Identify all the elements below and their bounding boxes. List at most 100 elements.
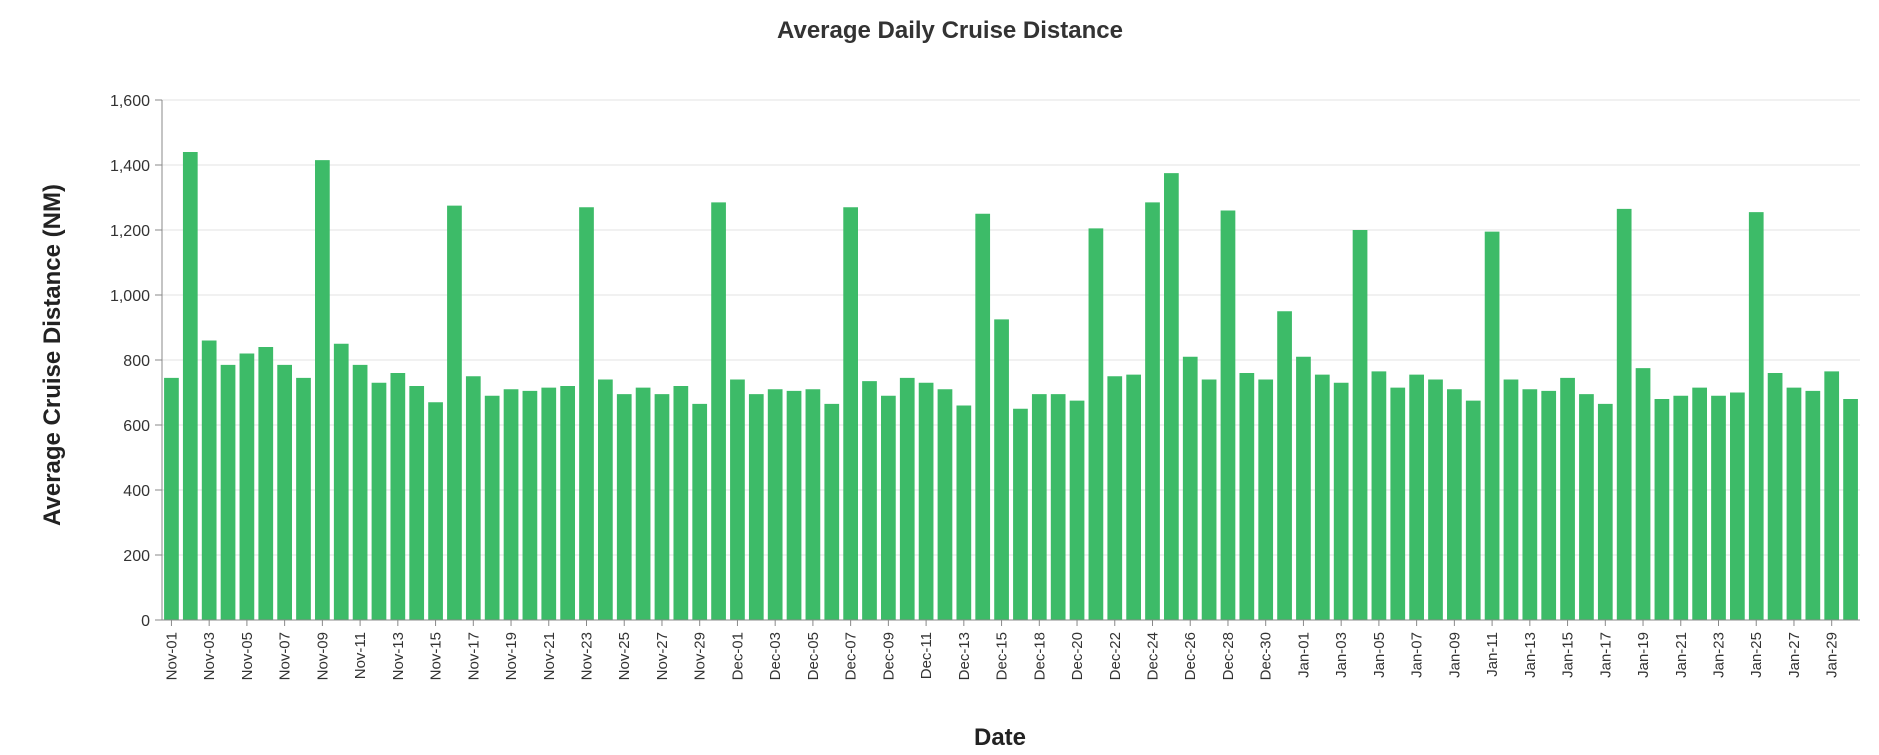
- x-tick-label: Dec-09: [880, 632, 897, 680]
- bar-dec-19: [1050, 394, 1066, 621]
- bar-jan-26: [1767, 373, 1783, 620]
- bar-nov-20: [522, 390, 538, 621]
- x-tick-label: Nov-21: [541, 632, 558, 680]
- bar-jan-02: [1314, 374, 1330, 621]
- x-tick-label: Dec-03: [767, 632, 784, 680]
- bar-dec-02: [748, 394, 764, 621]
- x-tick-label: Dec-07: [843, 632, 860, 680]
- x-tick-label: Jan-25: [1748, 632, 1765, 678]
- y-axis-label: Average Cruise Distance (NM): [39, 184, 66, 526]
- x-tick-label: Dec-20: [1069, 632, 1086, 680]
- bar-jan-10: [1465, 400, 1481, 621]
- bar-dec-14: [975, 213, 991, 620]
- bar-jan-28: [1805, 390, 1821, 621]
- bar-nov-26: [635, 387, 651, 621]
- bar-dec-09: [881, 395, 896, 620]
- x-tick-label: Jan-17: [1597, 632, 1614, 678]
- y-tick-label: 1,200: [110, 223, 150, 240]
- bar-jan-16: [1579, 394, 1594, 621]
- bar-nov-09: [315, 160, 330, 621]
- bar-nov-22: [560, 386, 575, 620]
- bar-nov-12: [371, 382, 387, 620]
- bar-jan-13: [1522, 389, 1538, 620]
- x-tick-label: Dec-28: [1220, 632, 1237, 680]
- y-tick-label: 1,600: [110, 93, 150, 110]
- bar-dec-20: [1069, 400, 1085, 621]
- x-tick-label: Jan-03: [1333, 632, 1350, 678]
- x-tick-label: Dec-05: [805, 632, 822, 680]
- x-tick-label: Dec-15: [994, 632, 1011, 680]
- x-tick-label: Nov-07: [277, 632, 294, 680]
- bar-nov-28: [673, 386, 689, 620]
- bar-nov-27: [654, 394, 670, 621]
- bar-jan-14: [1541, 390, 1557, 621]
- bar-nov-24: [598, 379, 613, 620]
- bar-nov-30: [711, 202, 726, 621]
- bar-dec-11: [918, 382, 934, 620]
- x-tick-label: Jan-09: [1446, 632, 1463, 678]
- bar-nov-19: [503, 389, 519, 620]
- bar-jan-24: [1730, 392, 1745, 620]
- x-tick-label: Nov-27: [654, 632, 671, 680]
- bar-dec-27: [1201, 379, 1217, 620]
- bar-dec-10: [899, 377, 915, 621]
- x-tick-label: Jan-05: [1371, 632, 1388, 678]
- bar-dec-18: [1031, 394, 1047, 621]
- bar-jan-29: [1824, 371, 1840, 621]
- x-tick-label: Nov-05: [239, 632, 256, 680]
- x-tick-label: Dec-30: [1258, 632, 1275, 680]
- bar-dec-23: [1126, 374, 1141, 621]
- bar-nov-17: [465, 376, 481, 620]
- bar-jan-07: [1409, 374, 1424, 621]
- bar-jan-30: [1843, 399, 1858, 620]
- x-tick-label: Nov-09: [314, 632, 331, 680]
- bar-dec-26: [1182, 356, 1198, 620]
- bar-nov-21: [541, 387, 557, 621]
- x-tick-label: Jan-07: [1409, 632, 1426, 678]
- bar-nov-04: [220, 364, 236, 621]
- bar-jan-05: [1371, 371, 1387, 621]
- y-tick-label: 1,400: [110, 158, 150, 175]
- x-tick-label: Nov-19: [503, 632, 520, 680]
- bar-dec-16: [1013, 408, 1028, 620]
- x-tick-label: Jan-23: [1711, 632, 1728, 678]
- x-tick-label: Dec-13: [956, 632, 973, 680]
- bar-dec-22: [1107, 376, 1123, 620]
- bar-dec-05: [805, 389, 821, 620]
- bar-nov-11: [352, 364, 368, 621]
- bar-dec-01: [730, 379, 745, 620]
- x-tick-label: Jan-29: [1824, 632, 1841, 678]
- bar-dec-24: [1145, 202, 1160, 621]
- bar-dec-28: [1220, 210, 1236, 620]
- bar-dec-31: [1277, 311, 1292, 620]
- bar-nov-29: [692, 403, 708, 621]
- bar-nov-06: [258, 347, 274, 620]
- x-tick-label: Dec-11: [918, 632, 935, 679]
- x-tick-label: Dec-18: [1031, 632, 1048, 680]
- y-tick-label: 0: [141, 613, 150, 630]
- bar-nov-08: [296, 377, 311, 621]
- x-tick-label: Nov-17: [465, 632, 482, 680]
- x-tick-label: Nov-11: [352, 632, 369, 679]
- x-axis: Nov-01 Nov-03 Nov-05 Nov-07 Nov-09 Nov-11 Nov-…: [162, 619, 1860, 680]
- x-tick-label: Nov-03: [201, 632, 218, 680]
- x-tick-label: Nov-23: [579, 632, 596, 680]
- bar-dec-29: [1239, 373, 1255, 620]
- bar-dec-03: [767, 389, 783, 620]
- y-axis: 0 200 400 600 800 1,000 1,200 1,400 1,600: [110, 93, 163, 630]
- bar-nov-10: [333, 343, 349, 620]
- y-tick-label: 800: [123, 353, 150, 370]
- x-tick-label: Dec-26: [1182, 632, 1199, 680]
- bar-nov-18: [484, 395, 500, 620]
- bars: [164, 152, 1858, 621]
- bar-nov-13: [390, 373, 406, 620]
- chart-title: Average Daily Cruise Distance: [777, 17, 1123, 44]
- bar-nov-02: [182, 152, 198, 620]
- bar-jan-27: [1786, 387, 1802, 621]
- y-tick-label: 600: [123, 418, 150, 435]
- bar-jan-25: [1748, 212, 1764, 621]
- bar-nov-07: [277, 364, 292, 621]
- bar-nov-25: [616, 394, 632, 621]
- bar-dec-25: [1164, 173, 1179, 621]
